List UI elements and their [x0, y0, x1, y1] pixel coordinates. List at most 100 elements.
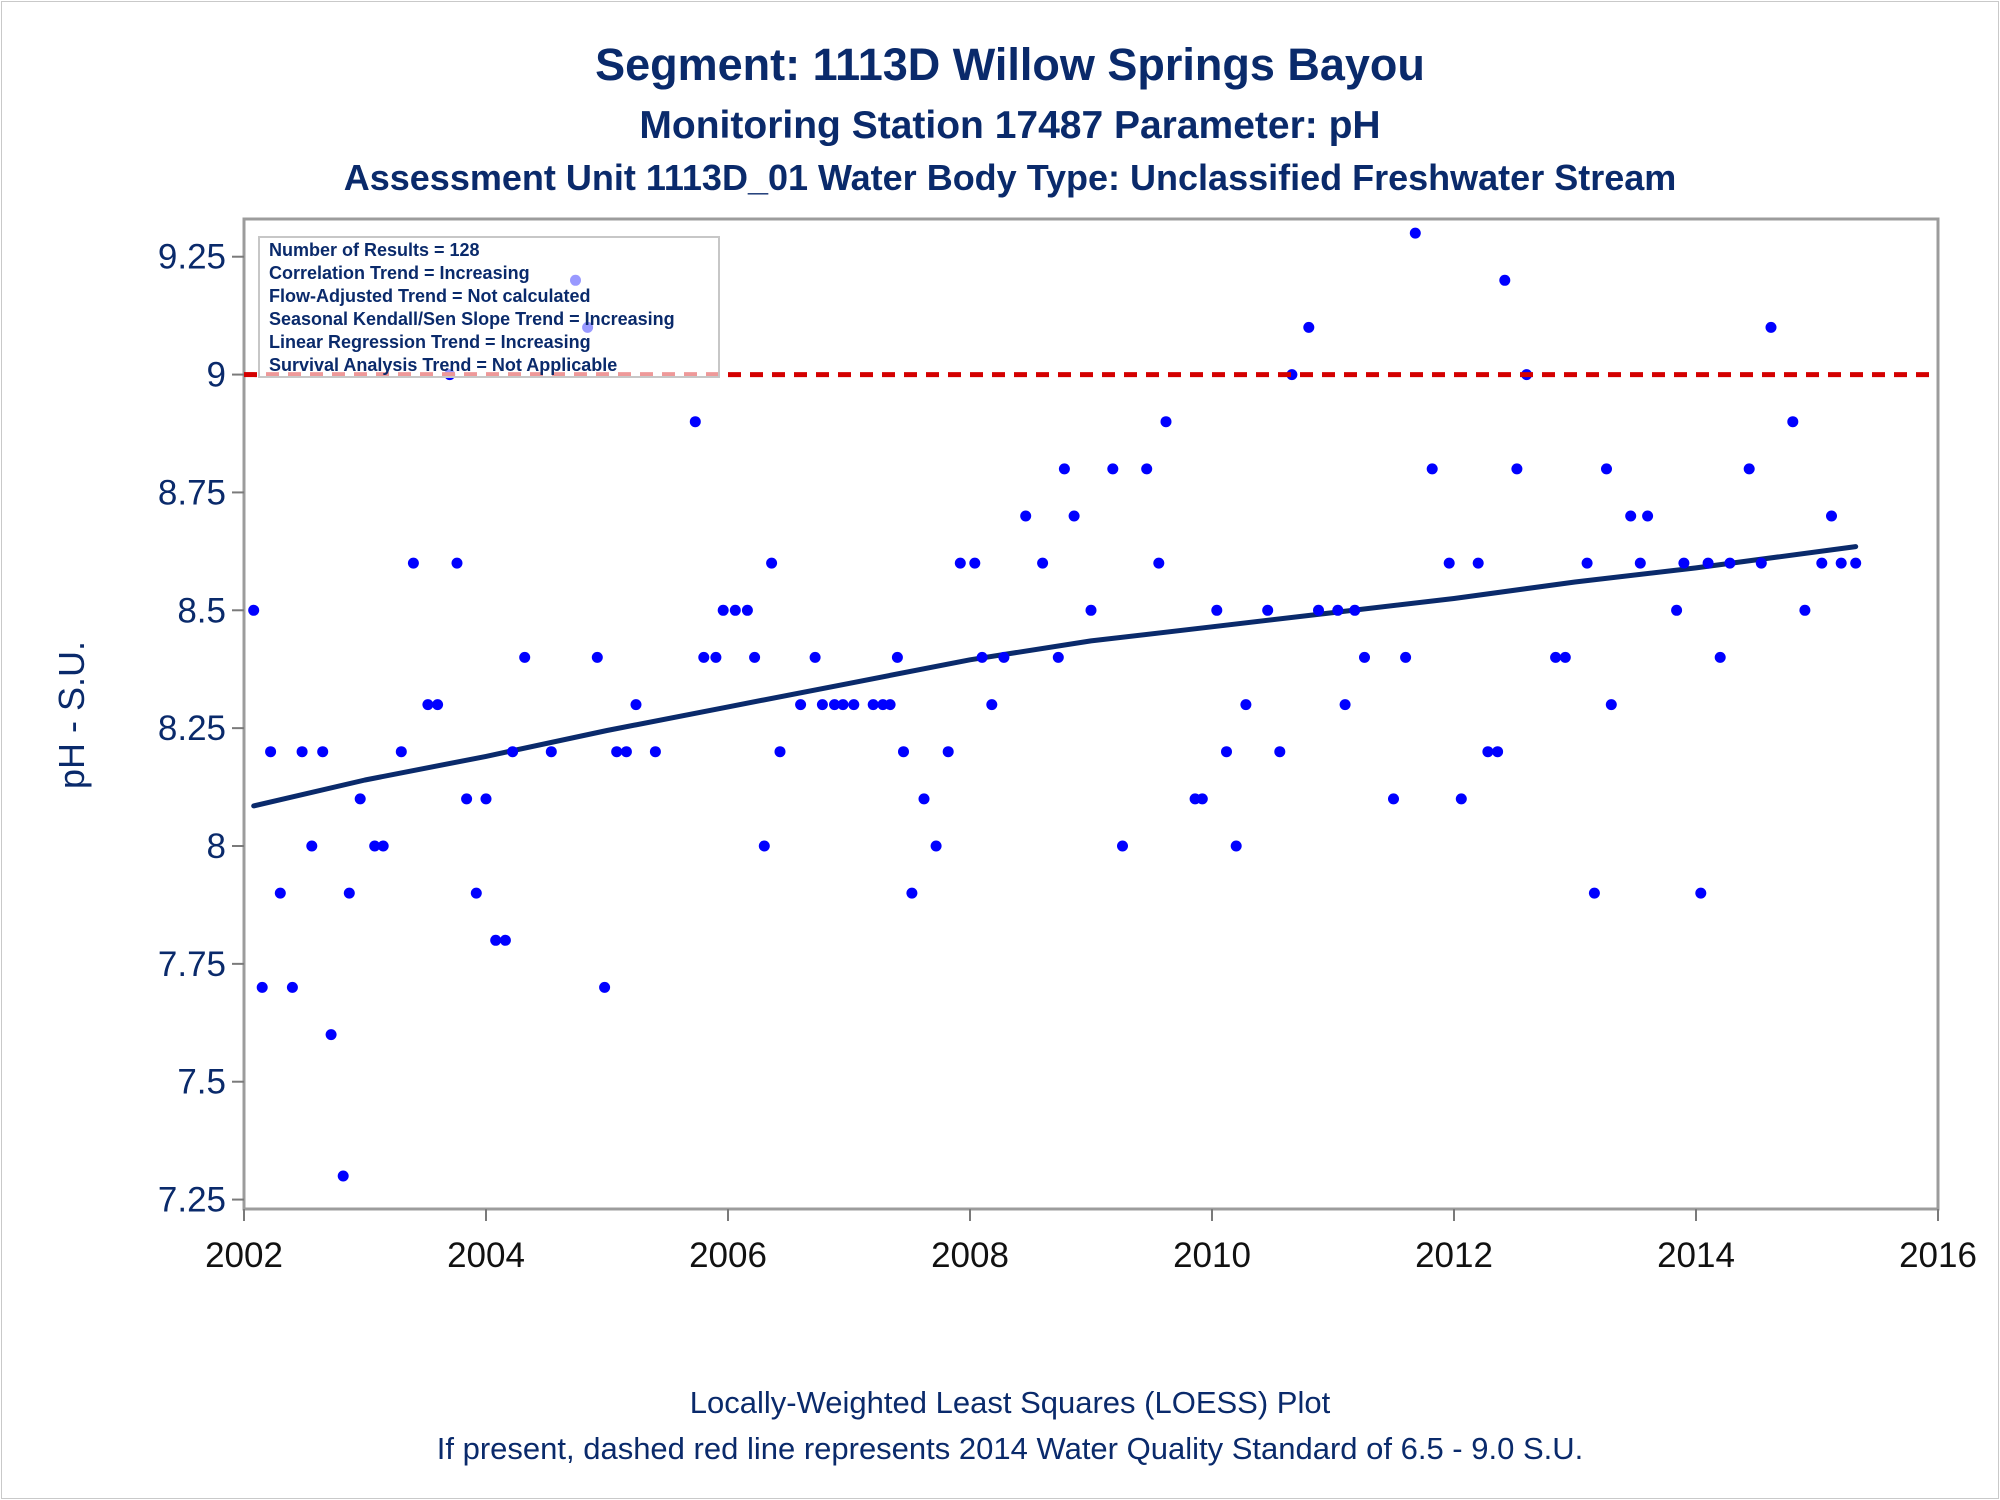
data-point: [1160, 416, 1172, 428]
data-point: [867, 699, 879, 711]
data-point: [1671, 604, 1683, 616]
x-tick-label: 2010: [1173, 1236, 1251, 1275]
data-point: [407, 557, 419, 569]
data-point: [1492, 746, 1504, 758]
data-point: [1332, 604, 1344, 616]
data-point: [630, 699, 642, 711]
data-point: [766, 557, 778, 569]
data-point: [1559, 651, 1571, 663]
data-point: [1313, 604, 1324, 616]
data-point: [774, 746, 786, 758]
data-point: [490, 934, 502, 946]
data-point: [470, 887, 482, 899]
stats-line: Correlation Trend = Increasing: [269, 263, 530, 283]
x-tick-label: 2002: [205, 1236, 283, 1275]
data-point: [354, 793, 366, 805]
data-point: [1037, 557, 1049, 569]
data-point: [1695, 887, 1707, 899]
footnote-method: Locally-Weighted Least Squares (LOESS) P…: [690, 1385, 1331, 1420]
chart-subtitle: Monitoring Station 17487 Parameter: pH: [639, 104, 1380, 147]
y-tick-label: 9: [207, 356, 226, 395]
data-point: [317, 746, 329, 758]
data-point: [758, 840, 770, 852]
data-point: [1052, 651, 1064, 663]
data-point: [1339, 699, 1351, 711]
data-point: [1443, 557, 1455, 569]
data-point: [1472, 557, 1484, 569]
data-point: [969, 557, 981, 569]
stats-box: Number of Results = 128 Correlation Tren…: [258, 236, 720, 378]
data-point: [1499, 274, 1511, 286]
data-point: [1117, 840, 1128, 852]
data-point: [1349, 604, 1361, 616]
data-point: [942, 746, 954, 758]
data-point: [1085, 604, 1097, 616]
stats-line: Number of Results = 128: [269, 240, 480, 260]
data-point: [1359, 651, 1370, 663]
y-tick-label: 8.5: [177, 591, 226, 630]
data-point: [986, 699, 998, 711]
data-point: [461, 793, 473, 805]
data-point: [741, 604, 753, 616]
data-point: [930, 840, 942, 852]
data-point: [480, 793, 492, 805]
data-point: [698, 651, 710, 663]
data-point: [1058, 463, 1070, 475]
data-point: [809, 651, 821, 663]
chart-title: Segment: 1113D Willow Springs Bayou: [595, 39, 1425, 90]
data-point: [369, 840, 381, 852]
data-point: [499, 934, 511, 946]
data-point: [1835, 557, 1847, 569]
data-point: [954, 557, 966, 569]
data-point: [1702, 557, 1714, 569]
x-tick-label: 2004: [447, 1236, 525, 1275]
data-point: [729, 604, 741, 616]
plot-area: 7.25 7.5 7.75 8 8.25 8.5 8.75 9 9.25 2002 2004 2006…: [158, 217, 1977, 1275]
data-point: [1724, 557, 1736, 569]
data-point: [1426, 463, 1438, 475]
data-point: [256, 981, 268, 993]
stats-box-border: [258, 236, 720, 378]
data-point: [620, 746, 632, 758]
data-point: [395, 746, 407, 758]
data-point: [918, 793, 930, 805]
data-point: [1020, 510, 1032, 522]
data-point: [1230, 840, 1242, 852]
data-point: [1240, 699, 1252, 711]
x-tick-label: 2008: [931, 1236, 1009, 1275]
data-point: [1642, 510, 1654, 522]
data-point: [906, 887, 918, 899]
data-point: [1388, 793, 1399, 805]
data-point: [1625, 510, 1637, 522]
stats-line: Linear Regression Trend = Increasing: [269, 332, 591, 352]
data-point: [689, 416, 701, 428]
data-point: [1787, 416, 1799, 428]
y-tick-label: 8.75: [158, 473, 226, 512]
stats-line: Flow-Adjusted Trend = Not calculated: [269, 286, 591, 306]
data-point: [1799, 604, 1811, 616]
data-point: [1400, 651, 1412, 663]
data-point: [1211, 604, 1223, 616]
data-point: [286, 981, 298, 993]
data-point: [1286, 369, 1298, 381]
data-point: [1221, 746, 1232, 758]
footnote-standard: If present, dashed red line represents 2…: [437, 1431, 1584, 1466]
data-point: [1714, 651, 1726, 663]
data-point: [1511, 463, 1523, 475]
data-point: [1068, 510, 1080, 522]
data-point: [1409, 227, 1421, 239]
data-point: [1765, 321, 1777, 333]
data-point: [1153, 557, 1165, 569]
data-point: [422, 699, 434, 711]
data-point: [749, 651, 761, 663]
data-point: [432, 699, 444, 711]
data-point: [1678, 557, 1690, 569]
data-point: [296, 746, 308, 758]
data-point: [451, 557, 463, 569]
x-tick-label: 2014: [1657, 1236, 1735, 1275]
data-point: [898, 746, 909, 758]
data-point: [816, 699, 828, 711]
data-point: [265, 746, 277, 758]
